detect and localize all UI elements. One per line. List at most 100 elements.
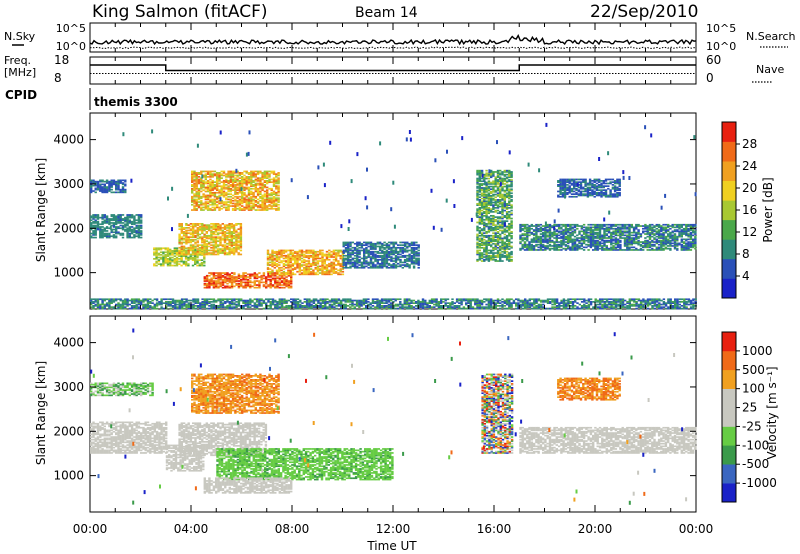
- power-cell: [490, 211, 493, 213]
- power-cell: [169, 256, 172, 259]
- power-cell: [94, 216, 97, 219]
- power-cell: [490, 257, 493, 260]
- power-cell: [185, 233, 188, 236]
- power-cell: [653, 234, 656, 237]
- power-cell: [229, 185, 232, 187]
- power-cell: [478, 221, 481, 224]
- power-cell: [542, 239, 545, 242]
- power-cell: [309, 249, 313, 252]
- power-cell: [535, 231, 538, 234]
- power-cell: [383, 260, 386, 262]
- power-cell: [505, 225, 509, 228]
- power-cell: [283, 280, 286, 282]
- power-cell: [216, 203, 219, 206]
- power-cell: [309, 272, 313, 274]
- power-cell: [261, 185, 264, 187]
- power-cell: [501, 231, 504, 233]
- power-cell: [101, 190, 104, 192]
- power-cell: [153, 254, 156, 256]
- power-cell: [596, 233, 599, 235]
- power-cell: [356, 249, 359, 252]
- power-cell: [236, 207, 239, 210]
- power-cell: [115, 216, 118, 219]
- power-cell: [637, 225, 640, 227]
- power-cell: [252, 172, 255, 174]
- power-cell: [496, 241, 500, 244]
- power-cell: [603, 242, 606, 245]
- power-cell: [305, 254, 308, 257]
- power-cell: [490, 195, 493, 197]
- power-cell: [567, 235, 570, 238]
- power-cell: [289, 258, 292, 261]
- power-cell: [363, 258, 366, 261]
- power-cell: [571, 241, 574, 243]
- power-cell: [353, 257, 357, 260]
- power-cell: [569, 246, 572, 249]
- power-cell: [182, 253, 186, 256]
- power-cell: [263, 177, 267, 179]
- power-cell: [201, 246, 204, 249]
- power-cell: [206, 190, 210, 193]
- power-cell: [478, 256, 481, 258]
- power-cell: [321, 272, 324, 274]
- power-cell: [499, 191, 502, 193]
- power-cell: [492, 227, 495, 229]
- power-cell: [564, 247, 568, 250]
- power-cell: [503, 193, 506, 196]
- power-cell: [483, 176, 486, 179]
- power-cell: [494, 177, 497, 180]
- power-cell: [619, 233, 622, 235]
- power-cell: [250, 201, 253, 203]
- power-cell: [544, 229, 547, 231]
- power-cell: [510, 195, 513, 197]
- power-cell: [225, 174, 228, 177]
- power-cell: [309, 270, 313, 273]
- power-cell: [623, 239, 627, 242]
- power-cell: [410, 252, 414, 254]
- power-cell: [213, 193, 217, 195]
- power-cell: [476, 197, 479, 200]
- power-cell: [598, 243, 602, 246]
- power-cell: [195, 181, 198, 183]
- power-cell: [564, 237, 568, 239]
- power-cell: [356, 257, 359, 260]
- power-cell: [655, 241, 658, 243]
- power-cell: [250, 198, 253, 201]
- power-cell: [476, 169, 479, 172]
- power-cell: [235, 236, 238, 238]
- power-cell: [307, 260, 311, 262]
- power-cell: [592, 230, 595, 233]
- power-cell: [546, 242, 549, 245]
- power-cell: [266, 198, 269, 201]
- power-cell: [612, 247, 615, 250]
- power-cell: [392, 242, 395, 245]
- power-cell: [378, 241, 382, 244]
- power-cell: [189, 228, 193, 230]
- power-cell: [110, 214, 113, 216]
- power-cell: [598, 234, 602, 237]
- power-cell: [197, 206, 201, 209]
- power-cell: [553, 225, 556, 227]
- power-cell: [284, 273, 288, 276]
- power-cell: [648, 233, 652, 235]
- power-cell: [258, 276, 261, 278]
- power-cell: [505, 211, 509, 213]
- power-cell: [494, 245, 497, 248]
- power-cell: [548, 231, 552, 234]
- power-cell: [164, 260, 167, 263]
- power-cell: [499, 176, 502, 179]
- power-cell: [555, 241, 558, 243]
- power-cell: [537, 239, 540, 242]
- power-cell: [246, 285, 250, 288]
- power-cell: [394, 266, 398, 269]
- power-cell: [265, 277, 268, 280]
- power-cell: [415, 262, 418, 265]
- power-cell: [505, 217, 509, 220]
- power-cell: [397, 262, 400, 265]
- power-cell: [496, 240, 500, 242]
- power-cell: [576, 249, 579, 251]
- power-cell: [108, 218, 111, 220]
- power-cell: [203, 241, 206, 244]
- power-cell: [209, 186, 212, 189]
- power-cell: [321, 266, 324, 269]
